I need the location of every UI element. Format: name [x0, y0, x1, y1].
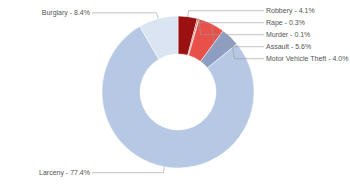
leader-line	[92, 13, 158, 19]
labels: Robbery - 4.1% Rape - 0.3% Murder - 0.1% As…	[39, 7, 348, 177]
data-label: Larceny - 77.4%	[39, 169, 90, 177]
data-label: Rape - 0.3%	[266, 19, 305, 27]
leader-line	[230, 37, 264, 59]
plot	[102, 16, 254, 168]
leader-line	[198, 19, 264, 23]
data-label: Burglary - 8.4%	[42, 9, 90, 17]
leader-line	[92, 167, 164, 173]
slice	[140, 16, 178, 59]
data-label: Murder - 0.1%	[266, 31, 310, 38]
data-label: Assault - 5.6%	[266, 43, 311, 50]
leader-line	[188, 11, 264, 17]
leader-line	[212, 24, 264, 47]
data-label: Motor Vehicle Theft - 4.0%	[266, 55, 348, 62]
chart: Robbery - 4.1% Rape - 0.3% Murder - 0.1% As…	[0, 0, 350, 184]
slices	[102, 16, 254, 168]
data-label: Robbery - 4.1%	[266, 7, 315, 15]
leader-line	[199, 19, 264, 35]
